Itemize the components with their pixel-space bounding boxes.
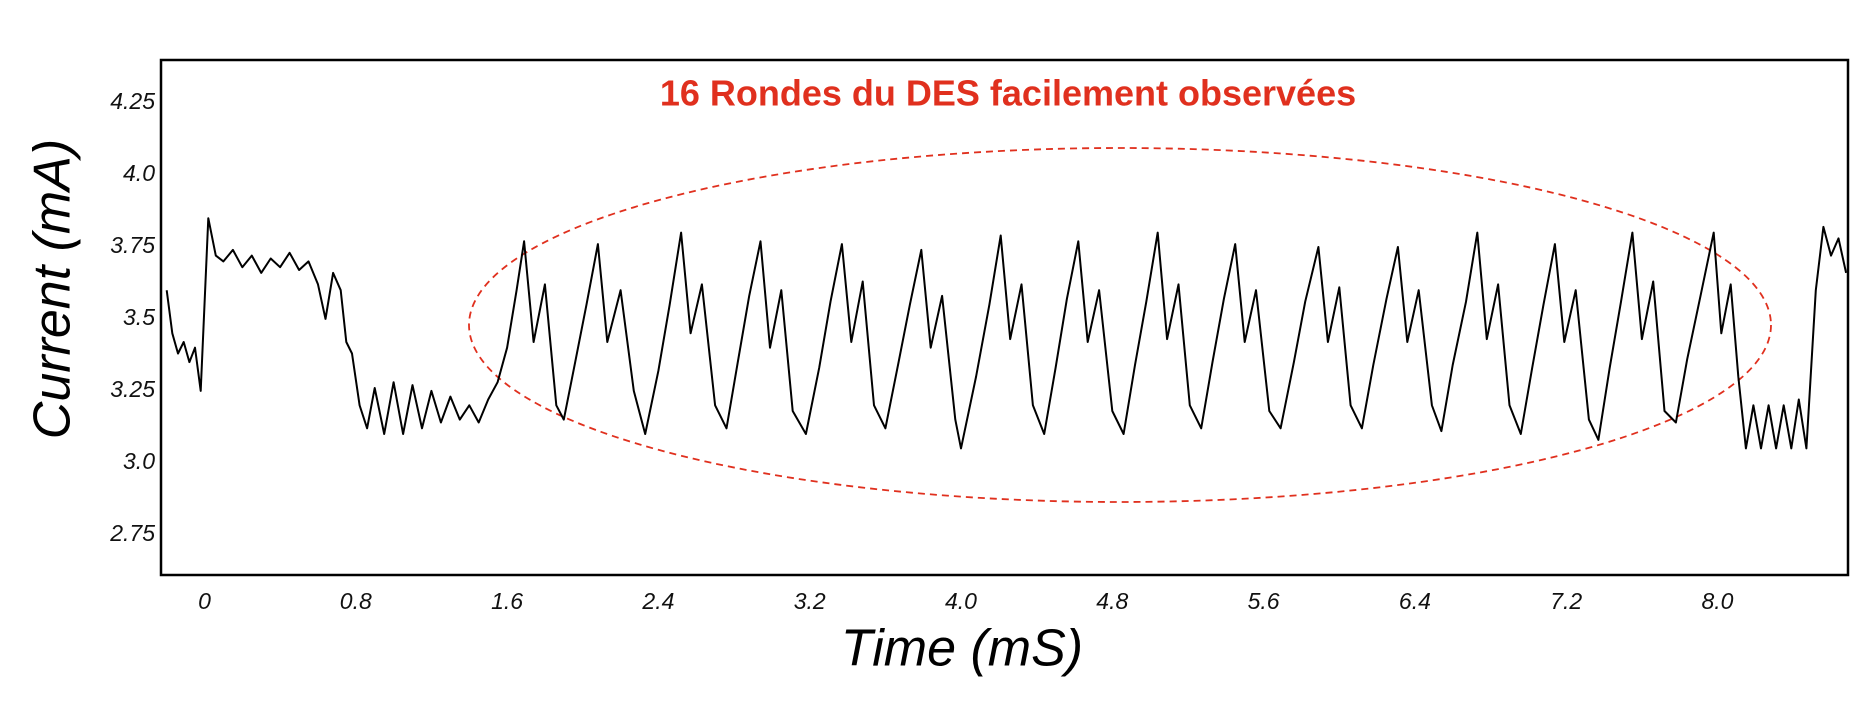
x-tick-label: 4.0 <box>945 588 977 614</box>
y-axis-label: Current (mA) <box>24 139 82 439</box>
plot-frame <box>159 58 1850 577</box>
x-tick-label: 6.4 <box>1399 588 1431 614</box>
y-tick-label: 2.75 <box>109 520 155 546</box>
x-tick-label: 8.0 <box>1702 588 1734 614</box>
x-tick-label: 7.2 <box>1550 588 1582 614</box>
highlight-ellipse <box>468 147 1772 503</box>
annotation: 16 Rondes du DES facilement observées <box>660 73 1356 114</box>
x-tick-label: 3.2 <box>794 588 826 614</box>
y-tick-label: 3.25 <box>110 376 155 402</box>
y-tick-label: 4.0 <box>123 160 155 186</box>
y-tick-label: 3.5 <box>123 304 155 330</box>
x-axis-label: Time (mS) <box>841 620 1083 678</box>
x-tick-label: 4.8 <box>1096 588 1128 614</box>
current-trace <box>165 217 1848 450</box>
y-tick-label: 3.75 <box>110 232 155 258</box>
x-tick-label: 1.6 <box>491 588 523 614</box>
y-tick-label: 3.0 <box>123 448 155 474</box>
x-tick-label: 5.6 <box>1248 588 1280 614</box>
y-tick-label: 4.25 <box>110 88 155 114</box>
x-tick-label: 2.4 <box>641 588 674 614</box>
x-tick-label: 0.8 <box>340 588 372 614</box>
x-tick-label: 0 <box>198 588 211 614</box>
